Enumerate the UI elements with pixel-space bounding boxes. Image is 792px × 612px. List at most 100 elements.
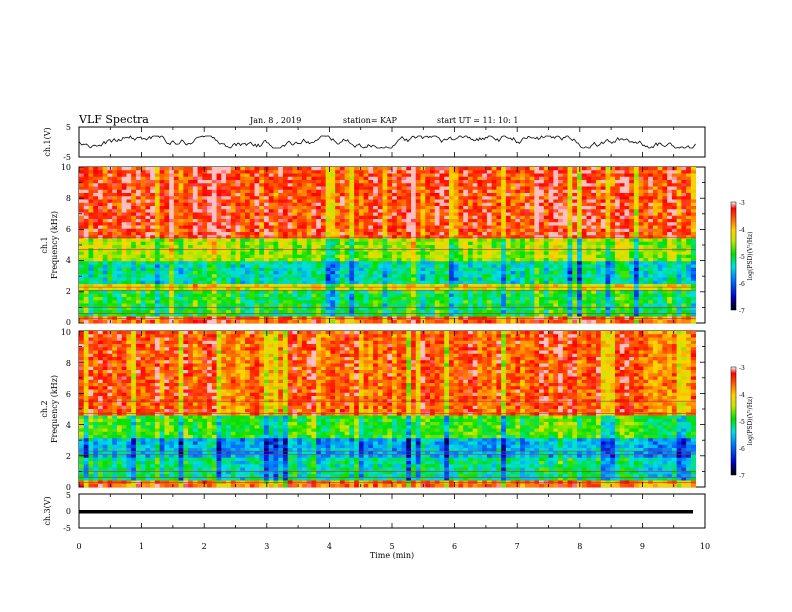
spectrogram-cell — [363, 284, 369, 288]
spectrogram-cell — [610, 202, 616, 207]
spectrogram-cell — [358, 280, 364, 285]
spectrogram-cell — [448, 232, 455, 236]
spectrogram-cell — [392, 287, 398, 291]
spectrogram-cell — [577, 173, 583, 178]
spectrogram-cell — [126, 209, 132, 213]
spectrogram-cell — [411, 193, 417, 197]
spectrogram-cell — [316, 284, 322, 288]
spectrogram-cell — [671, 176, 678, 181]
spectrogram-cell — [463, 193, 469, 197]
spectrogram-cell — [671, 170, 678, 174]
spectrogram-cell — [434, 248, 440, 252]
spectrogram-cell — [520, 245, 526, 249]
spectrogram-cell — [657, 261, 663, 265]
spectrogram-cell — [240, 186, 246, 191]
spectrogram-cell — [686, 271, 692, 275]
spectrogram-cell — [667, 186, 673, 191]
spectrogram-cell — [325, 277, 331, 282]
spectrogram-cell — [169, 206, 175, 210]
spectrogram-cell — [524, 222, 530, 226]
spectrogram-cell — [131, 199, 137, 204]
spectrogram-cell — [335, 228, 341, 233]
spectrogram-cell — [287, 267, 293, 272]
spectrogram-cell — [382, 193, 388, 197]
spectrogram-cell — [396, 167, 402, 171]
spectrogram-cell — [515, 202, 521, 207]
spectrogram-cell — [297, 170, 303, 174]
spectrogram-cell — [638, 245, 644, 249]
spectrogram-cell — [690, 202, 697, 207]
spectrogram-cell — [97, 277, 104, 282]
spectrogram-cell — [624, 232, 630, 236]
spectrogram-cell — [633, 186, 640, 191]
spectrogram-cell — [638, 170, 644, 174]
spectrogram-cell — [263, 245, 270, 249]
spectrogram-cell — [320, 186, 327, 191]
spectrogram-cell — [467, 241, 474, 246]
spectrogram-cell — [339, 215, 346, 220]
spectrogram-cell — [591, 258, 597, 262]
spectrogram-cell — [652, 274, 659, 278]
spectrogram-cell — [97, 215, 104, 220]
spectrogram-cell — [648, 193, 654, 197]
spectrogram-cell — [392, 170, 398, 174]
spectrogram-cell — [88, 183, 94, 187]
spectrogram-cell — [297, 180, 303, 184]
spectrogram-cell — [586, 176, 592, 181]
spectrogram-cell — [539, 202, 545, 207]
spectrogram-cell — [102, 280, 108, 285]
spectrogram-cell — [401, 261, 407, 265]
spectrogram-cell — [169, 261, 175, 265]
spectrogram-cell — [278, 274, 284, 278]
spectrogram-cell — [169, 209, 175, 213]
spectrogram-cell — [207, 167, 213, 171]
spectrogram-cell — [254, 274, 260, 278]
spectrogram-cell — [287, 202, 293, 207]
spectrogram-cell — [311, 189, 317, 194]
spectrogram-cell — [126, 238, 132, 243]
spectrogram-cell — [240, 267, 246, 272]
spectrogram-cell — [287, 284, 293, 288]
spectrogram-cell — [444, 241, 450, 246]
spectrogram-cell — [496, 199, 502, 204]
spectrogram-cell — [135, 267, 142, 272]
spectrogram-cell — [131, 167, 137, 171]
spectrogram-cell — [667, 232, 673, 236]
spectrogram-cell — [614, 222, 621, 226]
spectrogram-cell — [529, 277, 535, 282]
spectrogram-cell — [510, 251, 516, 256]
spectrogram-cell — [543, 261, 549, 265]
spectrogram-cell — [178, 238, 184, 243]
spectrogram-cell — [178, 183, 184, 187]
spectrogram-cell — [226, 258, 232, 262]
spectrogram-cell — [107, 280, 113, 285]
spectrogram-cell — [387, 251, 393, 256]
spectrogram-cell — [392, 186, 398, 191]
spectrogram-cell — [154, 284, 161, 288]
spectrogram-cell — [245, 287, 251, 291]
spectrogram-cell — [448, 206, 455, 210]
spectrogram-cell — [358, 202, 364, 207]
spectrogram-cell — [349, 267, 355, 272]
spectrogram-cell — [301, 271, 308, 275]
spectrogram-cell — [501, 215, 507, 220]
spectrogram-cell — [150, 196, 156, 200]
spectrogram-cell — [150, 284, 156, 288]
spectrogram-cell — [676, 238, 682, 243]
spectrogram-cell — [301, 232, 308, 236]
spectrogram-cell — [515, 180, 521, 184]
spectrogram-cell — [316, 274, 322, 278]
spectrogram-cell — [434, 267, 440, 272]
spectrogram-cell — [197, 167, 203, 171]
spectrogram-cell — [520, 251, 526, 256]
spectrogram-cell — [282, 280, 289, 285]
spectrogram-cell — [553, 199, 559, 204]
spectrogram-cell — [486, 280, 493, 285]
spectrogram-cell — [188, 189, 194, 194]
spectrogram-cell — [411, 183, 417, 187]
spectrogram-cell — [358, 241, 364, 246]
spectrogram-cell — [93, 290, 99, 295]
spectrogram-cell — [278, 193, 284, 197]
spectrogram-cell — [301, 251, 308, 256]
spectrogram-cell — [496, 212, 502, 217]
